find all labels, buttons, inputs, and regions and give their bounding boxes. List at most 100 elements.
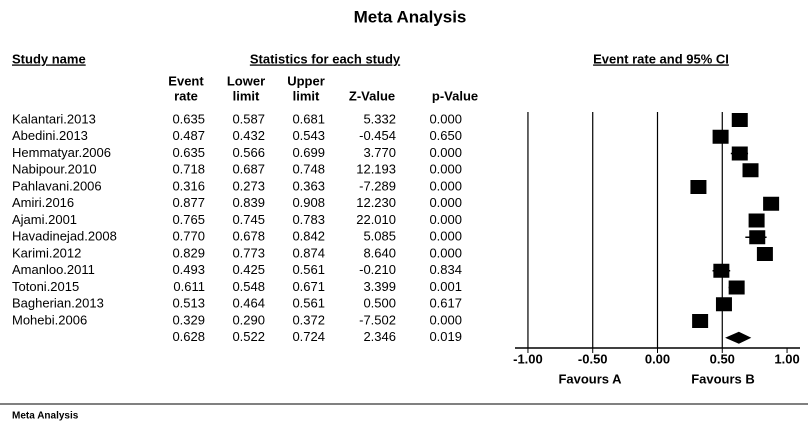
- effect-square: [756, 247, 773, 261]
- stat-value: 0.611: [173, 279, 205, 294]
- footer: Meta Analysis: [12, 411, 79, 421]
- stat-value: 0.650: [429, 128, 462, 143]
- effect-square: [742, 163, 759, 178]
- stat-value: 0.290: [232, 312, 265, 327]
- stat-value: 0.718: [172, 162, 205, 177]
- stat-value: 0.628: [172, 329, 205, 344]
- stat-value: 0.561: [292, 262, 325, 277]
- effect-square: [748, 213, 765, 228]
- stat-value: 0.678: [232, 229, 265, 244]
- stat-value: 0.000: [429, 178, 462, 193]
- stat-value: 0.522: [232, 329, 265, 344]
- effect-square: [715, 297, 732, 312]
- x-tick-label: -0.50: [578, 351, 608, 366]
- stat-value: 0.770: [172, 229, 205, 244]
- stat-value: 0.000: [429, 145, 462, 160]
- stat-value: -0.454: [359, 128, 396, 143]
- stat-value: 0.273: [232, 178, 265, 193]
- stat-value: 12.193: [356, 162, 396, 177]
- study-name: Amanloo.2011: [12, 262, 95, 277]
- stat-value: 0.464: [232, 296, 265, 311]
- stat-value: 0.000: [429, 229, 462, 244]
- stat-value: 5.332: [363, 111, 396, 126]
- stat-value: 0.487: [172, 128, 205, 143]
- effect-square: [728, 280, 745, 295]
- column-header: p-Value: [432, 88, 478, 103]
- study-name: Nabipour.2010: [12, 162, 97, 177]
- effect-square: [731, 113, 748, 127]
- stat-value: 0.425: [232, 262, 265, 277]
- stat-value: 0.000: [429, 111, 462, 126]
- stat-value: 0.513: [172, 296, 205, 311]
- study-name: Amiri.2016: [12, 195, 74, 210]
- stat-value: 0.000: [429, 162, 462, 177]
- study-name: Ajami.2001: [12, 212, 77, 227]
- stat-value: 0.617: [429, 296, 462, 311]
- stat-value: 0.671: [292, 279, 325, 294]
- stat-value: 0.543: [292, 128, 325, 143]
- stat-value: 0.001: [429, 279, 462, 294]
- stat-value: 8.640: [363, 245, 396, 260]
- stat-value: 0.548: [232, 279, 265, 294]
- stat-value: 0.748: [292, 162, 325, 177]
- column-header: Event: [168, 73, 204, 88]
- stat-value: 0.773: [232, 245, 265, 260]
- effect-square: [763, 196, 780, 211]
- study-name: Totoni.2015: [12, 279, 79, 294]
- chart-title: Meta Analysis: [354, 7, 467, 26]
- stat-value: 0.493: [172, 262, 205, 277]
- stats-header: Statistics for each study: [250, 51, 401, 66]
- study-name: Mohebi.2006: [12, 312, 87, 327]
- stat-value: 0.329: [172, 312, 205, 327]
- stat-value: 0.765: [172, 212, 205, 227]
- study-name: Kalantari.2013: [12, 111, 96, 126]
- column-header: Lower: [227, 73, 265, 88]
- stat-value: 5.085: [363, 229, 396, 244]
- stat-value: 0.561: [292, 296, 325, 311]
- stat-value: 0.000: [429, 312, 462, 327]
- stat-value: 0.432: [232, 128, 265, 143]
- column-header: Z-Value: [349, 88, 395, 103]
- stat-value: 0.019: [429, 329, 462, 344]
- favours-a: Favours A: [558, 371, 622, 386]
- effect-square: [731, 146, 748, 161]
- study-name: Pahlavani.2006: [12, 178, 102, 193]
- stat-value: 0.699: [292, 145, 325, 160]
- x-tick-label: -1.00: [513, 351, 543, 366]
- stat-value: 0.687: [232, 162, 265, 177]
- stat-value: 0.829: [172, 245, 205, 260]
- stat-value: 0.000: [429, 245, 462, 260]
- stat-value: 0.681: [292, 111, 325, 126]
- stat-value: 0.839: [232, 195, 265, 210]
- stat-value: 22.010: [356, 212, 396, 227]
- stat-value: 0.745: [232, 212, 265, 227]
- stat-value: 0.908: [292, 195, 325, 210]
- stat-value: 0.635: [172, 111, 205, 126]
- effect-square: [713, 263, 730, 278]
- study-name: Havadinejad.2008: [12, 229, 117, 244]
- stat-value: 2.346: [363, 329, 396, 344]
- effect-square: [749, 230, 766, 245]
- stat-value: 3.399: [363, 279, 396, 294]
- stat-value: 0.724: [292, 329, 325, 344]
- stat-value: -0.210: [359, 262, 396, 277]
- stat-value: 0.000: [429, 195, 462, 210]
- x-tick-label: 0.50: [710, 351, 735, 366]
- stat-value: 0.842: [292, 229, 325, 244]
- stat-value: 0.877: [172, 195, 205, 210]
- column-header: Upper: [287, 73, 325, 88]
- study-name: Bagherian.2013: [12, 296, 104, 311]
- stat-value: 0.363: [292, 178, 325, 193]
- stat-value: 0.000: [429, 212, 462, 227]
- stat-value: 0.316: [172, 178, 205, 193]
- study-name: Hemmatyar.2006: [12, 145, 111, 160]
- stat-value: 0.783: [292, 212, 325, 227]
- stat-value: -7.502: [359, 312, 396, 327]
- stat-value: 0.635: [172, 145, 205, 160]
- stat-value: 0.500: [363, 296, 396, 311]
- stat-value: 0.372: [292, 312, 325, 327]
- x-tick-label: 0.00: [645, 351, 670, 366]
- study-header: Study name: [12, 51, 86, 66]
- x-tick-label: 1.00: [774, 351, 799, 366]
